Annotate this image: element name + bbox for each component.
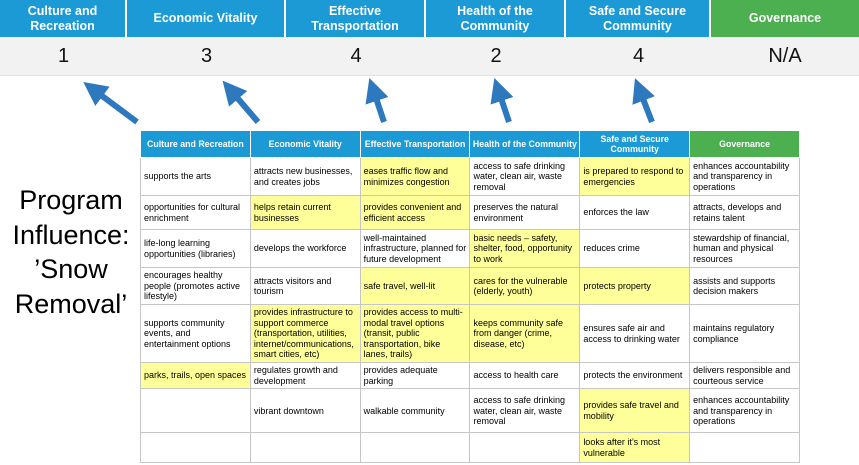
matrix-header-safe-and-secure-community: Safe and Secure Community	[579, 129, 691, 159]
matrix-cell: attracts, develops and retains talent	[689, 195, 800, 231]
matrix-cell: opportunities for cultural enrichment	[140, 195, 251, 231]
matrix-cell: stewardship of financial, human and phys…	[689, 229, 800, 269]
kpi-score-row: 1 3 4 2 4 N/A	[0, 37, 859, 76]
matrix-head-row: Culture and Recreation Economic Vitality E…	[140, 129, 800, 159]
matrix-cell: attracts new businesses, and creates job…	[249, 157, 361, 197]
kpi-score-health-of-the-community: 2	[490, 44, 502, 67]
matrix-cell: keeps community safe from danger (crime,…	[469, 304, 581, 364]
matrix-cell: develops the workforce	[249, 229, 361, 269]
matrix-cell: ensures safe air and access to drinking …	[579, 304, 691, 364]
kpi-score-safe-and-secure-community: 4	[632, 44, 645, 67]
kpi-score-economic-vitality: 3	[200, 44, 213, 67]
influence-arrow-icon	[365, 78, 389, 123]
matrix-cell: eases traffic flow and minimizes congest…	[359, 157, 471, 197]
matrix-cell: reduces crime	[579, 229, 691, 269]
matrix-cell: regulates growth and development	[249, 362, 361, 390]
matrix-row: life-long learning opportunities (librar…	[140, 229, 800, 269]
matrix-head: Culture and Recreation Economic Vitality E…	[140, 129, 800, 159]
matrix-cell: access to safe drinking water, clean air…	[469, 157, 581, 197]
matrix-cell: preserves the natural environment	[469, 195, 581, 231]
matrix-cell	[140, 388, 251, 434]
influence-matrix-table: Culture and Recreation Economic Vitality E…	[140, 129, 800, 464]
matrix-cell: provides convenient and efficient access	[359, 195, 471, 231]
matrix-cell: walkable community	[359, 388, 471, 434]
matrix-cell: protects the environment	[579, 362, 691, 390]
matrix-row: supports community events, and entertain…	[140, 304, 800, 364]
matrix-cell: enhances accountability and transparency…	[689, 157, 800, 197]
matrix-cell: provides access to multi-modal travel op…	[359, 304, 471, 364]
kpi-header-safe-and-secure-community: Safe and Secure Community	[566, 0, 711, 37]
influence-arrow-icon	[83, 81, 139, 125]
matrix-cell: enforces the law	[579, 195, 691, 231]
matrix-cell: vibrant downtown	[249, 388, 361, 434]
matrix-cell	[469, 432, 581, 464]
matrix-cell: well-maintained infrastructure, planned …	[359, 229, 471, 269]
matrix-cell: parks, trails, open spaces	[140, 362, 251, 390]
matrix-cell: attracts visitors and tourism	[249, 267, 361, 306]
kpi-header-effective-transportation: Effective Transportation	[286, 0, 426, 37]
matrix-row: encourages healthy people (promotes acti…	[140, 267, 800, 306]
matrix-header-effective-transportation: Effective Transportation	[359, 129, 471, 159]
matrix-cell: supports the arts	[140, 157, 251, 197]
matrix-cell: is prepared to respond to emergencies	[579, 157, 691, 197]
kpi-score-governance: N/A	[768, 44, 802, 67]
matrix-cell	[249, 432, 361, 464]
matrix-cell: delivers responsible and courteous servi…	[689, 362, 800, 390]
matrix-row: vibrant downtown walkable community access…	[140, 388, 800, 434]
matrix-cell: encourages healthy people (promotes acti…	[140, 267, 251, 306]
kpi-header-row: Culture and Recreation Economic Vitality E…	[0, 0, 859, 37]
matrix-cell: helps retain current businesses	[249, 195, 361, 231]
matrix-cell: basic needs – safety, shelter, food, opp…	[469, 229, 581, 269]
influence-arrows	[83, 78, 655, 125]
matrix-cell: provides infrastructure to support comme…	[249, 304, 361, 364]
matrix-row: looks after it’s most vulnerable	[140, 432, 800, 464]
kpi-score-effective-transportation: 4	[350, 44, 362, 67]
matrix-cell: enhances accountability and transparency…	[689, 388, 800, 434]
matrix-cell	[140, 432, 251, 464]
influence-arrow-icon	[632, 78, 655, 124]
influence-arrow-icon	[222, 80, 261, 124]
matrix-cell: life-long learning opportunities (librar…	[140, 229, 251, 269]
matrix-cell: access to safe drinking water, clean air…	[469, 388, 581, 434]
matrix-row: parks, trails, open spaces regulates grow…	[140, 362, 800, 390]
matrix-header-economic-vitality: Economic Vitality	[249, 129, 361, 159]
matrix-header-health-of-the-community: Health of the Community	[469, 129, 581, 159]
matrix-cell: looks after it’s most vulnerable	[579, 432, 691, 464]
matrix-header-culture-and-recreation: Culture and Recreation	[140, 129, 251, 159]
matrix-cell: provides adequate parking	[359, 362, 471, 390]
matrix-cell: provides safe travel and mobility	[579, 388, 691, 434]
matrix-row: supports the arts attracts new businesses…	[140, 157, 800, 197]
matrix-cell: protects property	[579, 267, 691, 306]
matrix-cell: access to health care	[469, 362, 581, 390]
matrix-cell	[689, 432, 800, 464]
kpi-header-culture-and-recreation: Culture and Recreation	[0, 0, 127, 37]
kpi-header-health-of-the-community: Health of the Community	[426, 0, 566, 37]
page-title: Program Influence: ’Snow Removal’	[12, 185, 130, 319]
matrix-cell: supports community events, and entertain…	[140, 304, 251, 364]
matrix-cell	[359, 432, 471, 464]
matrix-cell: safe travel, well-lit	[359, 267, 471, 306]
matrix-cell: maintains regulatory compliance	[689, 304, 800, 364]
matrix-header-governance: Governance	[689, 129, 800, 159]
kpi-header-governance: Governance	[711, 0, 859, 37]
matrix-body: supports the arts attracts new businesses…	[140, 157, 800, 464]
kpi-score-culture-and-recreation: 1	[57, 44, 70, 67]
matrix-cell: cares for the vulnerable (elderly, youth…	[469, 267, 581, 306]
influence-arrow-icon	[490, 78, 514, 123]
matrix-row: opportunities for cultural enrichment hel…	[140, 195, 800, 231]
kpi-header-economic-vitality: Economic Vitality	[127, 0, 286, 37]
matrix-cell: assists and supports decision makers	[689, 267, 800, 306]
